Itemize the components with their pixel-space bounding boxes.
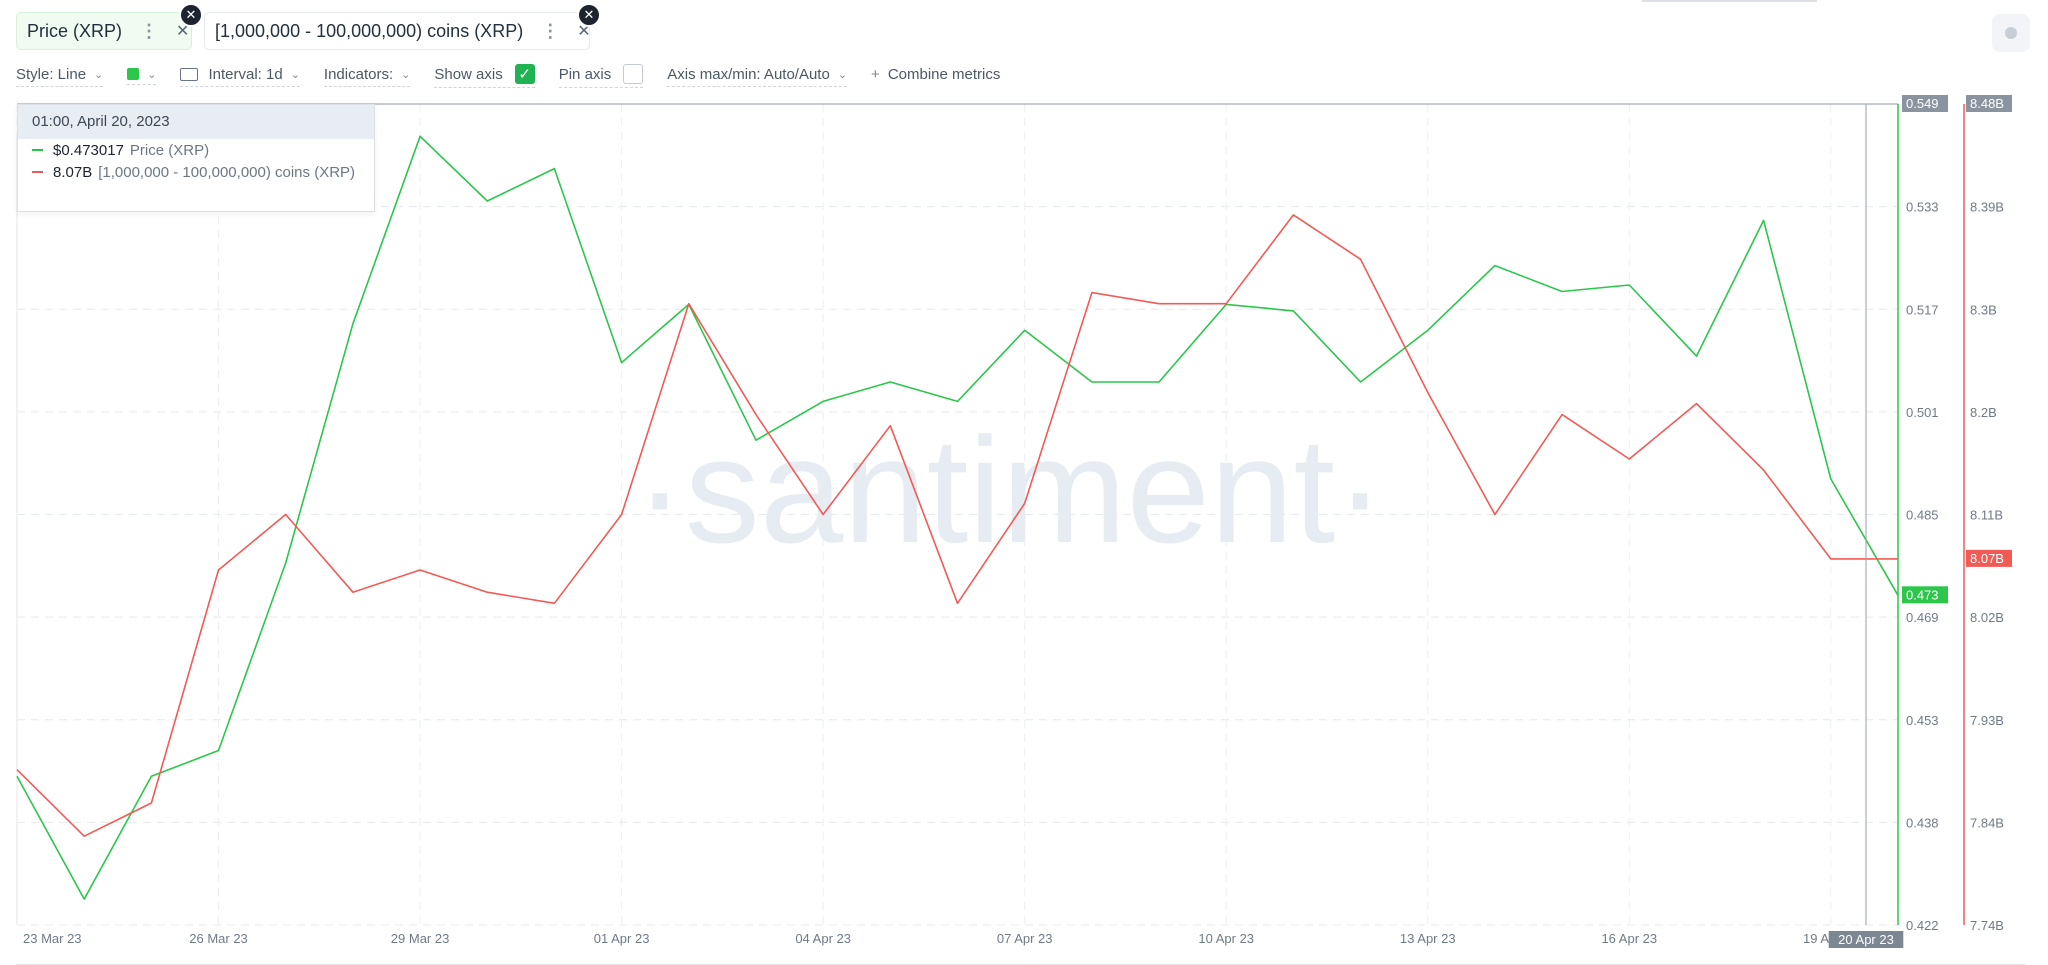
right-axis-current-badge: 8.07B xyxy=(1970,551,2004,566)
chart-tooltip: 01:00, April 20, 2023 $0.473017 Price (X… xyxy=(17,104,375,212)
chevron-down-icon: ⌄ xyxy=(837,68,848,81)
x-tick-label: 04 Apr 23 xyxy=(795,931,851,946)
dot-icon xyxy=(2005,27,2017,39)
interval-dropdown[interactable]: Interval: 1d ⌄ xyxy=(180,65,300,87)
pin-axis-label: Pin axis xyxy=(558,65,612,83)
right-axis-tick-label: 7.74B xyxy=(1970,918,2004,933)
metric-label: [1,000,000 - 100,000,000) coins (XRP) xyxy=(215,20,524,41)
close-badge-icon[interactable]: ✕ xyxy=(577,3,601,27)
tooltip-price-value: $0.473017 xyxy=(53,141,124,159)
right-axis-tick-label: 8.3B xyxy=(1970,302,1997,317)
tooltip-row-price: $0.473017 Price (XRP) xyxy=(18,139,374,161)
plus-icon: + xyxy=(871,66,880,83)
more-options-icon[interactable]: ⋮ xyxy=(140,20,159,41)
show-axis-toggle[interactable]: Show axis ✓ xyxy=(434,64,535,88)
right-axis-tick-label: 8.2B xyxy=(1970,405,1997,420)
chevron-down-icon: ⌄ xyxy=(401,68,411,81)
left-axis-tick-label: 0.453 xyxy=(1906,713,1939,728)
indicators-label: Indicators: xyxy=(323,65,394,83)
pin-axis-checkbox[interactable] xyxy=(623,64,644,84)
axis-maxmin-label: Axis max/min: Auto/Auto xyxy=(667,65,830,83)
pin-axis-toggle[interactable]: Pin axis xyxy=(558,64,644,88)
chart-toolbar: Style: Line ⌄ ⌄ Interval: 1d ⌄ Indicators:… xyxy=(16,64,1024,88)
combine-metrics-label: Combine metrics xyxy=(887,66,1001,83)
ruler-icon xyxy=(180,67,199,81)
x-tick-label: 07 Apr 23 xyxy=(997,931,1053,946)
settings-dot-button[interactable] xyxy=(1992,14,2030,52)
x-tick-label: 13 Apr 23 xyxy=(1400,931,1456,946)
style-label: Style: Line xyxy=(16,65,87,83)
axis-maxmin-dropdown[interactable]: Axis max/min: Auto/Auto ⌄ xyxy=(667,65,848,87)
metric-chip-price[interactable]: Price (XRP) ⋮ ✕ ✕ xyxy=(16,3,203,50)
combine-metrics-button[interactable]: + Combine metrics xyxy=(871,66,1000,86)
top-divider xyxy=(1642,0,1817,2)
tooltip-date: 01:00, April 20, 2023 xyxy=(18,105,374,139)
right-axis-tick-label: 8.39B xyxy=(1970,200,2004,215)
x-tick-label: 26 Mar 23 xyxy=(189,931,248,946)
right-axis-tick-label: 8.11B xyxy=(1970,508,2003,523)
indicators-dropdown[interactable]: Indicators: ⌄ xyxy=(323,65,411,87)
x-tick-label: 01 Apr 23 xyxy=(594,931,650,946)
close-badge-icon[interactable]: ✕ xyxy=(179,3,203,27)
left-axis-tick-label: 0.469 xyxy=(1906,610,1939,625)
left-axis-max-badge: 0.549 xyxy=(1906,96,1939,111)
right-axis-tick-label: 8.02B xyxy=(1970,610,2004,625)
cursor-date-badge-bg xyxy=(1828,931,1904,948)
left-axis-tick-label: 0.501 xyxy=(1906,405,1939,420)
cursor-date-badge: 20 Apr 23 xyxy=(1838,932,1894,947)
tooltip-price-label: Price (XRP) xyxy=(129,141,210,159)
more-options-icon[interactable]: ⋮ xyxy=(541,20,560,41)
left-axis-max-badge-bg xyxy=(1902,95,1948,112)
right-axis-tick-label: 7.93B xyxy=(1970,713,2004,728)
x-tick-label: 10 Apr 23 xyxy=(1198,931,1254,946)
style-dropdown[interactable]: Style: Line ⌄ xyxy=(16,65,104,87)
remove-metric-icon[interactable]: ✕ xyxy=(176,23,190,40)
color-swatch-icon xyxy=(127,68,140,80)
right-axis-max-badge-bg xyxy=(1966,95,2012,112)
series-line-price xyxy=(16,135,1899,900)
series-line-coins xyxy=(16,214,1898,838)
tooltip-coins-label: [1,000,000 - 100,000,000) coins (XRP) xyxy=(98,163,356,181)
left-axis-tick-label: 0.517 xyxy=(1906,302,1939,317)
right-axis-max-badge: 8.48B xyxy=(1970,96,2004,111)
metric-chip-coins[interactable]: [1,000,000 - 100,000,000) coins (XRP) ⋮ … xyxy=(204,3,601,50)
x-tick-label: 29 Mar 23 xyxy=(391,931,450,946)
left-axis-tick-label: 0.422 xyxy=(1906,918,1939,933)
right-axis-current-badge-bg xyxy=(1966,549,2012,567)
left-axis-current-badge: 0.473 xyxy=(1906,587,1939,602)
legend-dash xyxy=(32,171,43,173)
left-axis-tick-label: 0.438 xyxy=(1906,815,1939,830)
x-tick-label: 16 Apr 23 xyxy=(1601,931,1657,946)
x-tick-label: 23 Mar 23 xyxy=(23,931,82,946)
remove-metric-icon[interactable]: ✕ xyxy=(577,23,591,40)
metric-label: Price (XRP) xyxy=(27,20,123,41)
watermark: ·santiment· xyxy=(635,406,1385,574)
color-dropdown[interactable]: ⌄ xyxy=(127,68,157,85)
chevron-down-icon: ⌄ xyxy=(147,68,157,81)
left-axis-current-badge-bg xyxy=(1902,586,1948,604)
chevron-down-icon: ⌄ xyxy=(94,68,104,81)
axes: 0.533 0.517 0.501 0.485 0.469 0.453 0.438 0.422… xyxy=(23,95,2012,948)
tooltip-coins-value: 8.07B xyxy=(53,163,93,181)
left-axis-tick-label: 0.533 xyxy=(1906,200,1939,215)
tooltip-row-coins: 8.07B [1,000,000 - 100,000,000) coins (X… xyxy=(18,161,374,183)
series-lines xyxy=(16,135,1899,900)
chevron-down-icon: ⌄ xyxy=(290,68,300,81)
show-axis-label: Show axis xyxy=(434,65,503,83)
left-axis-tick-label: 0.485 xyxy=(1906,508,1939,523)
show-axis-checkbox[interactable]: ✓ xyxy=(514,64,535,84)
right-axis-tick-label: 7.84B xyxy=(1970,815,2004,830)
interval-label: Interval: 1d xyxy=(208,65,283,83)
legend-dash xyxy=(32,149,43,151)
